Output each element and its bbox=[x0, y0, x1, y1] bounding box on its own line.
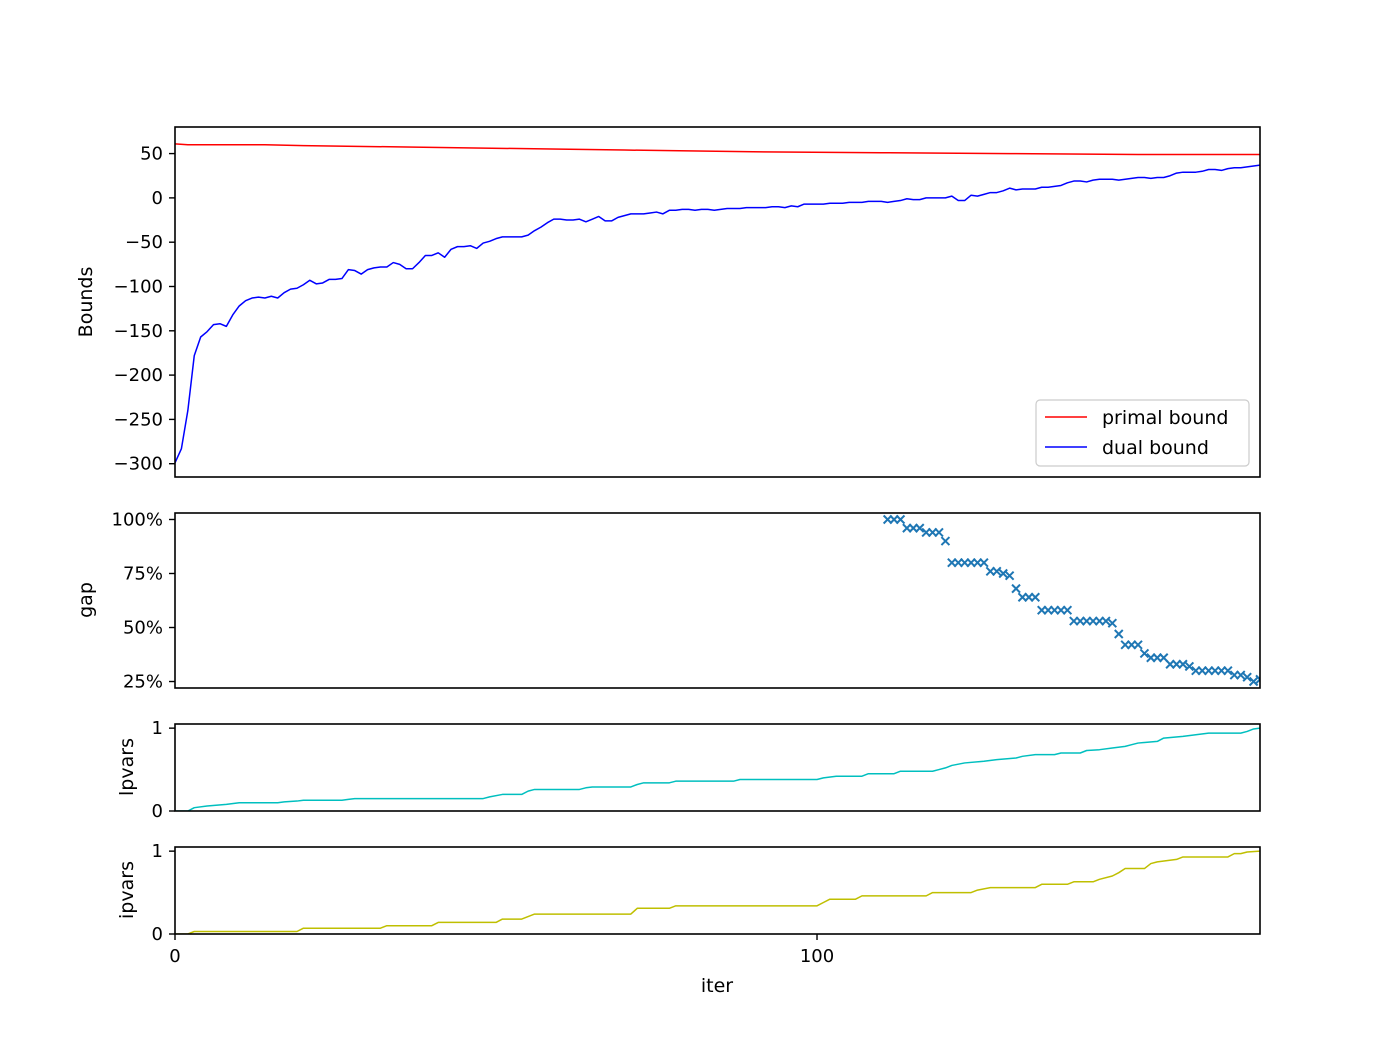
bounds-ytick-label: −300 bbox=[114, 454, 163, 475]
gap-ytick-label: 100% bbox=[112, 509, 163, 530]
gap-ylabel: gap bbox=[75, 582, 97, 618]
lpvars-series-layer bbox=[175, 727, 1260, 811]
bounds-y-axis: 50 0 −50 −100 −150 −200 −250 −300 bbox=[114, 144, 175, 475]
xtick-label: 100 bbox=[800, 946, 834, 967]
gap-marker-stroke bbox=[992, 566, 1002, 577]
gap-marker bbox=[1178, 659, 1188, 669]
gap-marker-stroke bbox=[1114, 629, 1124, 639]
gap-marker-stroke bbox=[915, 523, 925, 533]
bounds-ytick-label: −100 bbox=[114, 276, 163, 297]
bounds-ytick-label: 0 bbox=[152, 188, 163, 209]
bounds-ytick-label: 50 bbox=[140, 144, 163, 165]
gap-marker bbox=[1030, 592, 1041, 602]
gap-marker bbox=[1248, 676, 1259, 687]
gap-marker bbox=[1011, 583, 1021, 594]
gap-marker-stroke bbox=[1236, 670, 1246, 680]
gap-marker bbox=[1236, 670, 1246, 680]
gap-marker bbox=[998, 568, 1008, 579]
ipvars-ytick-label: 0 bbox=[152, 924, 163, 945]
gap-ytick-label: 25% bbox=[123, 672, 163, 693]
gap-series-layer bbox=[882, 514, 1260, 687]
ipvars-series-layer bbox=[175, 850, 1260, 934]
gap-marker-stroke bbox=[1255, 674, 1260, 681]
bounds-ytick-label: −50 bbox=[125, 232, 163, 253]
gap-marker-stroke bbox=[1139, 648, 1150, 659]
legend-primal-bound-label: primal bound bbox=[1102, 407, 1228, 429]
gap-marker bbox=[940, 536, 951, 546]
gap-marker bbox=[1114, 629, 1124, 639]
gap-marker-stroke bbox=[1133, 640, 1143, 650]
ipvars-ytick-label: 1 bbox=[152, 841, 163, 862]
gap-marker bbox=[1004, 570, 1015, 581]
bounds-ytick-label: −250 bbox=[114, 409, 163, 430]
gap-marker bbox=[1255, 674, 1260, 685]
gap-marker-stroke bbox=[1223, 666, 1233, 676]
gap-marker-stroke bbox=[1184, 661, 1195, 672]
ipvars-axes-frame bbox=[174, 846, 1261, 935]
lpvars-ylabel: lpvars bbox=[116, 738, 138, 796]
gap-panel: 100% 75% 50% 25% gap bbox=[75, 509, 1261, 693]
dual-bound-line bbox=[175, 164, 1260, 464]
legend-dual-bound-label: dual bound bbox=[1102, 437, 1209, 459]
gap-marker bbox=[895, 514, 906, 525]
lpvars-axes-frame bbox=[174, 723, 1261, 812]
gap-marker-stroke bbox=[1248, 676, 1259, 687]
gap-marker-stroke bbox=[934, 527, 944, 538]
ipvars-ylabel: ipvars bbox=[116, 861, 138, 919]
gap-marker-stroke bbox=[1255, 677, 1260, 685]
gap-marker bbox=[934, 527, 944, 538]
lpvars-panel: 10 lpvars bbox=[116, 718, 1261, 822]
lpvars-ytick-label: 0 bbox=[152, 801, 163, 822]
lpvars-ytick-label: 1 bbox=[152, 718, 163, 739]
gap-marker bbox=[1242, 672, 1252, 682]
gap-marker-stroke bbox=[1101, 616, 1111, 626]
ipvars-panel: 10 ipvars 0 100 iter bbox=[116, 841, 1261, 997]
gap-marker bbox=[1223, 666, 1233, 676]
bounds-panel: 50 0 −50 −100 −150 −200 −250 −300 Bounds primal… bbox=[75, 126, 1261, 478]
gap-marker-stroke bbox=[1158, 653, 1169, 663]
ipvars-x-axis: 0 100 bbox=[169, 934, 834, 967]
ipvars-line bbox=[175, 850, 1260, 934]
x-axis-label: iter bbox=[701, 975, 733, 997]
gap-marker bbox=[1133, 640, 1143, 650]
gap-marker-stroke bbox=[895, 514, 906, 525]
gap-marker bbox=[1107, 618, 1118, 628]
gap-marker bbox=[992, 566, 1002, 577]
gap-marker-stroke bbox=[1178, 659, 1188, 669]
gap-axes-frame bbox=[174, 512, 1261, 689]
gap-marker-stroke bbox=[1004, 570, 1015, 581]
gap-ytick-label: 75% bbox=[123, 563, 163, 584]
lpvars-line bbox=[175, 727, 1260, 811]
gap-marker bbox=[979, 557, 989, 568]
primal-bound-line bbox=[175, 143, 1260, 156]
gap-marker bbox=[1062, 605, 1073, 615]
gap-ytick-label: 50% bbox=[123, 618, 163, 639]
bounds-legend: primal bound dual bound bbox=[1035, 399, 1250, 467]
bounds-ytick-label: −150 bbox=[114, 321, 163, 342]
gap-marker-stroke bbox=[1107, 618, 1118, 628]
ipvars-y-axis: 10 bbox=[152, 841, 175, 945]
bounds-series-layer bbox=[175, 143, 1260, 464]
gap-marker-stroke bbox=[1062, 605, 1073, 615]
gap-y-axis: 100% 75% 50% 25% bbox=[112, 509, 175, 693]
gap-marker-stroke bbox=[979, 557, 989, 568]
gap-marker bbox=[1101, 616, 1111, 626]
gap-marker-stroke bbox=[1242, 672, 1252, 682]
gap-marker-stroke bbox=[940, 536, 951, 546]
legend-box bbox=[1035, 399, 1250, 467]
gap-marker-stroke bbox=[1011, 583, 1021, 594]
gap-marker bbox=[1184, 661, 1195, 672]
gap-marker-stroke bbox=[998, 568, 1008, 579]
xtick-label: 0 bbox=[169, 946, 180, 967]
gap-marker-stroke bbox=[1030, 592, 1041, 602]
gap-marker bbox=[915, 523, 925, 533]
lpvars-y-axis: 10 bbox=[152, 718, 175, 822]
bounds-axes-frame bbox=[174, 126, 1261, 478]
bounds-ylabel: Bounds bbox=[75, 267, 97, 338]
gap-marker bbox=[1139, 648, 1150, 659]
bounds-ytick-label: −200 bbox=[114, 365, 163, 386]
